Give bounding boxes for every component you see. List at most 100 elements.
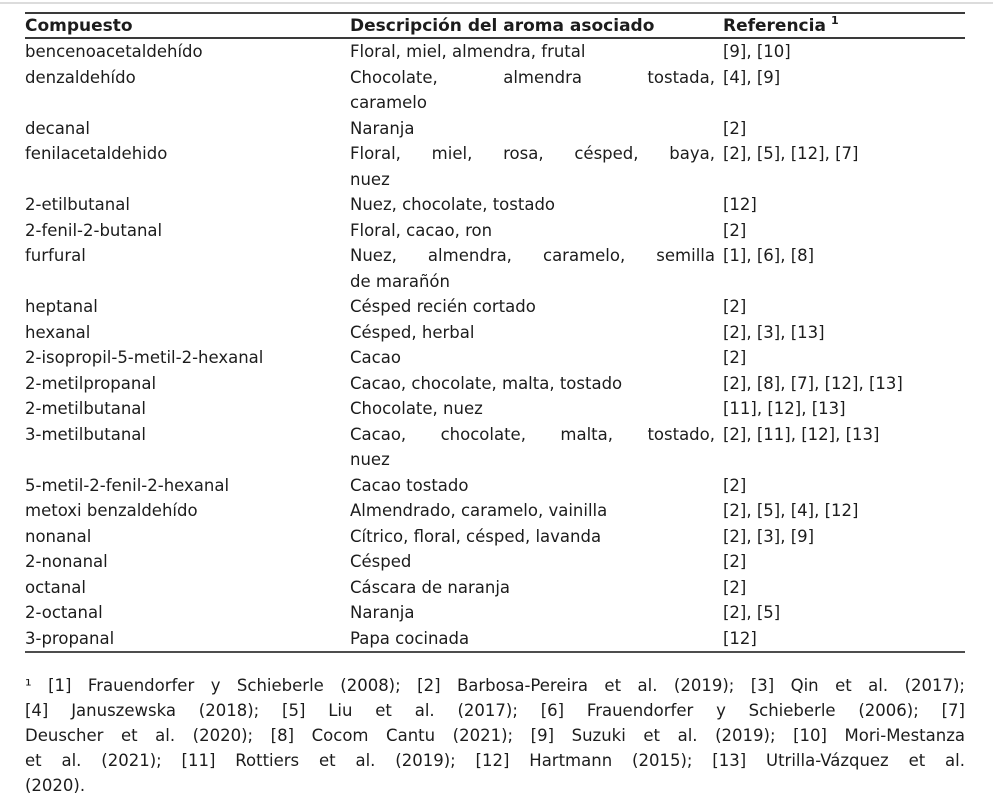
table-header-row: Compuesto Descripción del aroma asociado… (25, 13, 965, 39)
table-row: denzaldehído Chocolate, almendra tostada,… (25, 65, 965, 116)
table-row: 2-fenil-2-butanal Floral, cacao, ron [2] (25, 218, 965, 244)
reference-cell: [2], [5] (723, 603, 781, 622)
reference-cell: [2], [5], [12], [7] (723, 144, 859, 163)
table-row: hexanal Césped, herbal [2], [3], [13] (25, 320, 965, 346)
reference-cell: [2] (723, 220, 747, 240)
table-row: 2-metilpropanal Cacao, chocolate, malta, … (25, 371, 965, 397)
compound-cell: 5-metil-2-fenil-2-hexanal (25, 475, 230, 495)
aroma-description-cell: Cacao tostado (350, 473, 723, 499)
compound-cell: fenilacetaldehido (25, 144, 168, 163)
reference-cell: [2] (723, 475, 747, 495)
reference-cell: [2], [8], [7], [12], [13] (723, 373, 903, 393)
aroma-description-cell: Cacao, chocolate, malta, tostado (350, 371, 723, 397)
aroma-description-cell: Cáscara de naranja (350, 575, 723, 601)
reference-cell: [12] (723, 195, 757, 214)
table-row: heptanal Césped recién cortado [2] (25, 294, 965, 320)
compound-cell: metoxi benzaldehído (25, 501, 198, 520)
compound-cell: bencenoacetaldehído (25, 42, 203, 61)
reference-cell: [2] (723, 577, 747, 597)
footnote-marker-superscript: 1 (830, 14, 839, 28)
aroma-line: Cacao tostado (350, 475, 469, 495)
aroma-line: Cítrico, floral, césped, lavanda (350, 526, 602, 546)
reference-cell: [2], [3], [13] (723, 322, 825, 342)
aroma-description-cell: Floral, miel, rosa, césped, baya, nuez (350, 141, 723, 192)
aroma-line: Cacao, chocolate, malta, tostado, (350, 424, 715, 444)
table-body: bencenoacetaldehído Floral, miel, almendr… (25, 38, 965, 652)
compound-cell: 2-nonanal (25, 552, 108, 571)
footnote-line: et al. (2021); [11] Rottiers et al. (201… (25, 751, 965, 770)
compound-cell: 2-metilpropanal (25, 373, 157, 393)
aroma-description-cell: Naranja (350, 116, 723, 142)
aroma-description-cell: Nuez, almendra, caramelo, semilla de mara… (350, 243, 723, 294)
aroma-line: Chocolate, almendra tostada, (350, 67, 715, 87)
compound-cell: decanal (25, 118, 90, 138)
aroma-line: caramelo (350, 93, 427, 112)
compound-cell: heptanal (25, 297, 98, 316)
footnote-line: Deuscher et al. (2020); [8] Cocom Cantu … (25, 726, 965, 745)
table-row: 5-metil-2-fenil-2-hexanal Cacao tostado [2… (25, 473, 965, 499)
column-header-compuesto: Compuesto (25, 13, 350, 39)
reference-cell: [2] (723, 552, 747, 571)
footnote-line: (2020). (25, 776, 86, 795)
aroma-description-cell: Naranja (350, 600, 723, 626)
table-row: 2-etilbutanal Nuez, chocolate, tostado [12… (25, 192, 965, 218)
table-row: decanal Naranja [2] (25, 116, 965, 142)
column-header-referencia-label: Referencia (723, 16, 826, 36)
compound-cell: denzaldehído (25, 67, 136, 87)
reference-cell: [9], [10] (723, 42, 791, 61)
aroma-description-cell: Nuez, chocolate, tostado (350, 192, 723, 218)
aroma-line: nuez (350, 450, 390, 469)
compound-cell: 2-fenil-2-butanal (25, 220, 163, 240)
aroma-description-cell: Cacao (350, 345, 723, 371)
aroma-line: Nuez, almendra, caramelo, semilla (350, 246, 715, 265)
aroma-line: Cacao (350, 348, 401, 367)
column-header-referencia: Referencia 1 (723, 13, 965, 39)
table-row: 2-metilbutanal Chocolate, nuez [11], [12],… (25, 396, 965, 422)
aroma-description-cell: Chocolate, nuez (350, 396, 723, 422)
aroma-description-cell: Césped, herbal (350, 320, 723, 346)
compound-cell: 2-octanal (25, 603, 103, 622)
compound-cell: hexanal (25, 322, 91, 342)
footnote-line: ¹ [1] Frauendorfer y Schieberle (2008); … (25, 676, 965, 695)
reference-cell: [2], [11], [12], [13] (723, 424, 880, 444)
footnote: ¹ [1] Frauendorfer y Schieberle (2008); … (25, 673, 965, 798)
reference-cell: [2], [3], [9] (723, 526, 815, 546)
reference-cell: [4], [9] (723, 67, 781, 87)
table-row: 3-propanal Papa cocinada [12] (25, 626, 965, 653)
footnote-line: [4] Januszewska (2018); [5] Liu et al. (… (25, 701, 965, 720)
compound-cell: nonanal (25, 526, 92, 546)
column-header-descripcion: Descripción del aroma asociado (350, 13, 723, 39)
aroma-line: Almendrado, caramelo, vainilla (350, 501, 608, 520)
compound-cell: 3-metilbutanal (25, 424, 146, 444)
compound-cell: octanal (25, 577, 86, 597)
reference-cell: [11], [12], [13] (723, 399, 846, 418)
aroma-description-cell: Césped recién cortado (350, 294, 723, 320)
aroma-line: Floral, miel, almendra, frutal (350, 42, 586, 61)
aroma-description-cell: Césped (350, 549, 723, 575)
reference-cell: [2] (723, 118, 747, 138)
aroma-line: Naranja (350, 603, 415, 622)
compound-cell: 3-propanal (25, 628, 115, 648)
reference-cell: [2], [5], [4], [12] (723, 501, 859, 520)
aroma-line: Naranja (350, 118, 415, 138)
aroma-line: nuez (350, 169, 390, 189)
table-row: octanal Cáscara de naranja [2] (25, 575, 965, 601)
table-row: fenilacetaldehido Floral, miel, rosa, cés… (25, 141, 965, 192)
aroma-line: Chocolate, nuez (350, 399, 483, 418)
reference-cell: [1], [6], [8] (723, 246, 815, 265)
table-row: bencenoacetaldehído Floral, miel, almendr… (25, 38, 965, 65)
aroma-line: Nuez, chocolate, tostado (350, 195, 556, 214)
aroma-description-cell: Floral, miel, almendra, frutal (350, 38, 723, 65)
table-row: 2-isopropil-5-metil-2-hexanal Cacao [2] (25, 345, 965, 371)
compound-cell: furfural (25, 246, 86, 265)
aroma-line: Floral, cacao, ron (350, 220, 493, 240)
aroma-description-cell: Almendrado, caramelo, vainilla (350, 498, 723, 524)
page-top-divider (0, 2, 993, 4)
table-row: 3-metilbutanal Cacao, chocolate, malta, t… (25, 422, 965, 473)
aroma-line: Césped (350, 552, 412, 571)
reference-cell: [12] (723, 628, 757, 648)
table-row: furfural Nuez, almendra, caramelo, semill… (25, 243, 965, 294)
table-row: nonanal Cítrico, floral, césped, lavanda [… (25, 524, 965, 550)
aroma-description-cell: Papa cocinada (350, 626, 723, 653)
aroma-line: Papa cocinada (350, 628, 470, 648)
